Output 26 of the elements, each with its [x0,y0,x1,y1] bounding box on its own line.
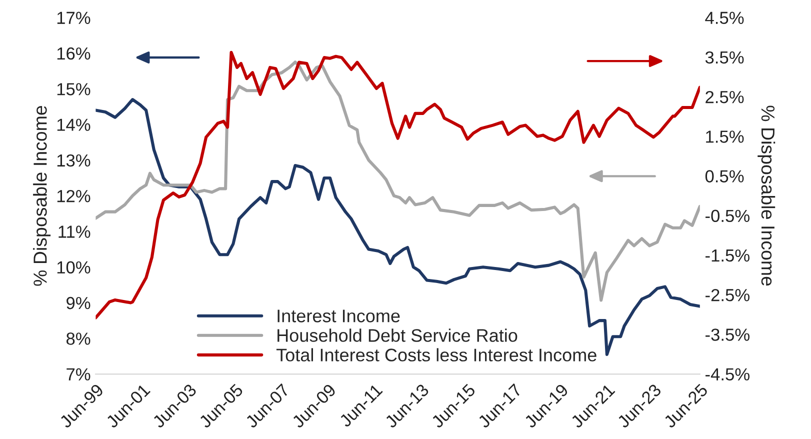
y-tick-label: 13% [57,154,90,167]
legend-label: Total Interest Costs less Interest Income [276,348,596,362]
y2-tick-label: -3.5% [706,328,750,341]
y2-tick-label: 4.5% [705,12,744,24]
y-tick-label: 15% [57,83,90,96]
y2-tick-label: -4.5% [706,368,750,380]
y-tick-label: 8% [66,332,90,345]
y2-tick-label: 3.5% [705,51,744,64]
y2-tick-label: -1.5% [706,249,750,262]
y2-tick-label: 1.5% [706,130,744,143]
y-tick-label: 7% [66,368,90,380]
legend-label: Interest Income [278,310,400,322]
y-tick-label: 9% [66,296,90,310]
y2-tick-label: -0.5% [706,210,750,222]
y-tick-label: 14% [57,118,90,131]
y-tick-label: 17% [57,12,90,24]
y-tick-label: 16% [57,47,90,60]
y2-tick-label: 2.5% [706,90,744,104]
y-tick-label: 12% [57,190,90,202]
y-tick-label: 10% [57,261,90,274]
legend-label: Household Debt Service Ratio [278,328,518,342]
y-tick-label: 11% [58,226,90,238]
y-axis-title: % Disposable Income [33,106,51,286]
y2-axis-title: % Disposable Income [758,106,776,286]
y2-tick-label: 0.5% [705,170,744,182]
y2-tick-label: -2.5% [706,288,750,302]
